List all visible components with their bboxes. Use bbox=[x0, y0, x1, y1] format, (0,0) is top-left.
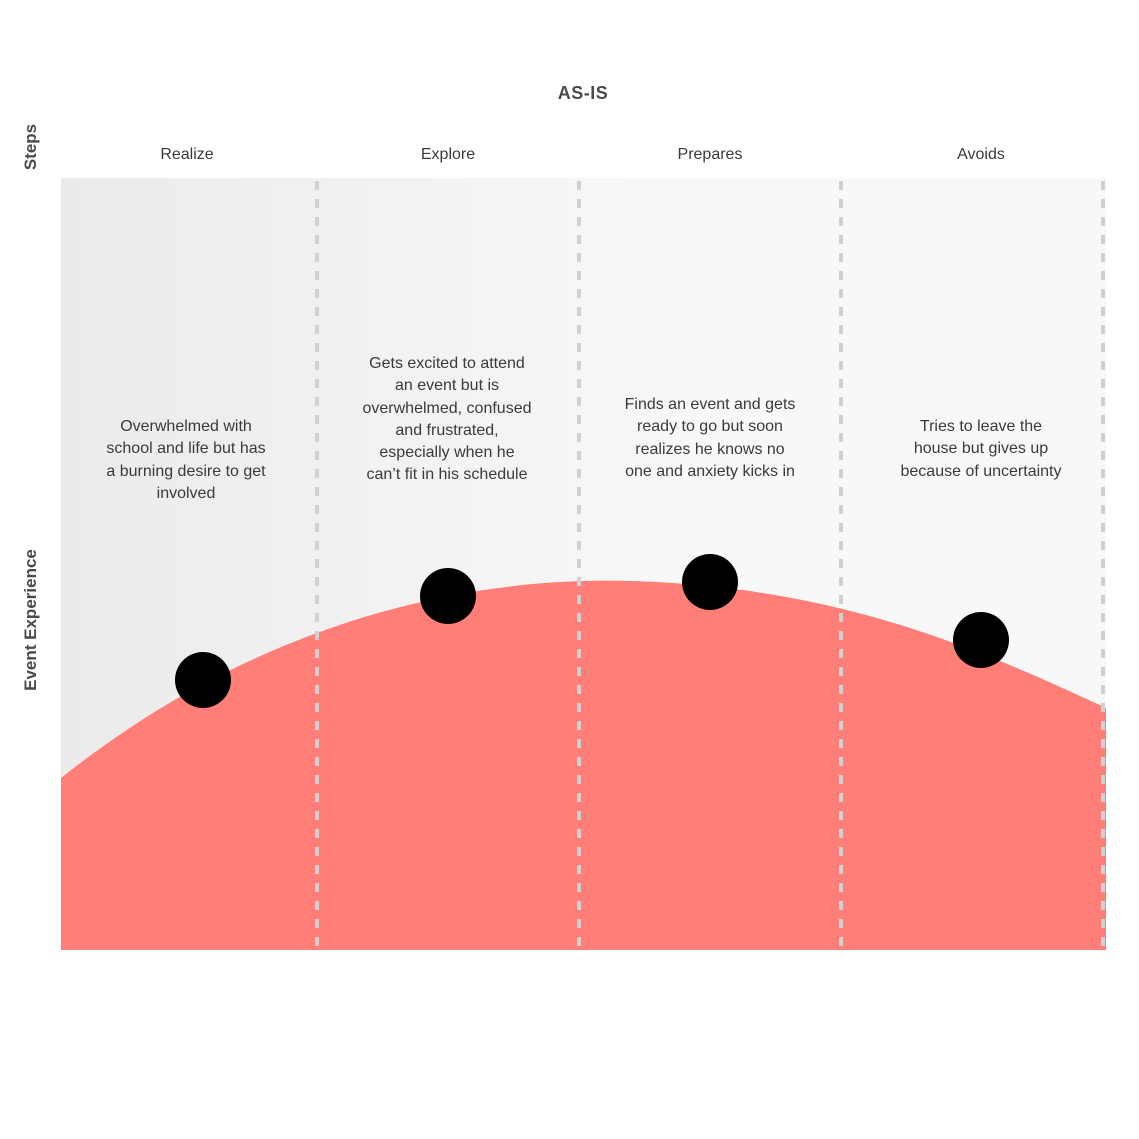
experience-markers bbox=[175, 554, 1009, 708]
experience-curve-area bbox=[61, 580, 1106, 950]
step-note-prepares: Finds an event and gets ready to go but … bbox=[624, 396, 796, 480]
diagram-title: AS-IS bbox=[557, 83, 609, 103]
step-label-prepares: Prepares bbox=[677, 146, 743, 163]
experience-marker-prepares bbox=[682, 554, 738, 610]
experience-marker-avoids bbox=[953, 612, 1009, 668]
experience-marker-realize bbox=[175, 652, 231, 708]
experience-marker-explore bbox=[420, 568, 476, 624]
step-note-realize: Overwhelmed with school and life but has… bbox=[106, 418, 266, 502]
step-label-realize: Realize bbox=[160, 146, 214, 163]
step-label-avoids: Avoids bbox=[957, 146, 1005, 163]
step-dividers bbox=[315, 181, 1105, 950]
step-note-avoids: Tries to leave the house but gives up be… bbox=[900, 418, 1062, 480]
step-label-explore: Explore bbox=[420, 146, 476, 163]
step-note-explore: Gets excited to attend an event but is o… bbox=[362, 355, 532, 484]
